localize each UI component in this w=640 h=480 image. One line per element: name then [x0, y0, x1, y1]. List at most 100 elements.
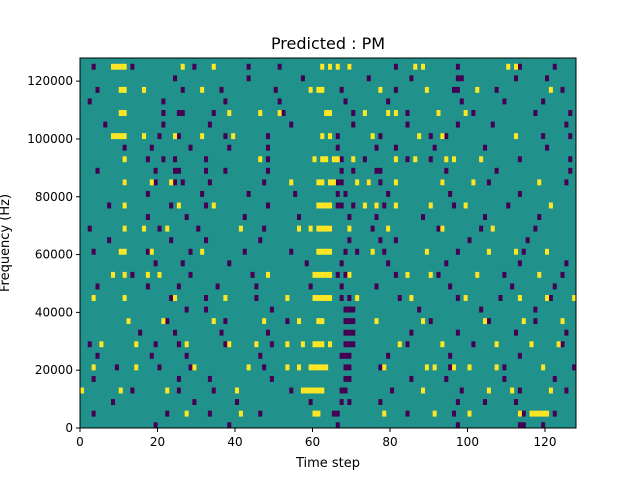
heatmap-cell-high [114, 133, 119, 140]
heatmap-cell-low [374, 283, 379, 290]
heatmap-cell-high [300, 387, 305, 394]
heatmap-cell-low [266, 167, 271, 174]
heatmap-cell-low [339, 167, 344, 174]
heatmap-cell-high [328, 248, 333, 255]
heatmap-cell-high [545, 410, 550, 417]
heatmap-cell-low [517, 260, 522, 267]
heatmap-cell-low [502, 364, 507, 371]
heatmap-cell-low [335, 422, 340, 428]
heatmap-cell-low [390, 387, 395, 394]
heatmap-cell-high [99, 41, 103, 47]
heatmap-cell-low [464, 41, 468, 47]
heatmap-cell-low [428, 156, 433, 163]
heatmap-cell-high [211, 202, 216, 209]
heatmap-cell-low [227, 422, 232, 428]
heatmap-cell-low [339, 387, 344, 394]
heatmap-cell-low [107, 237, 112, 244]
heatmap-cell-low [568, 167, 573, 174]
heatmap-cell-low [107, 41, 111, 47]
heatmap-cell-low [533, 306, 538, 313]
heatmap-cell-low [455, 422, 460, 428]
heatmap-cell-low [211, 110, 216, 116]
heatmap-cell-high [200, 133, 205, 140]
heatmap-cell-high [184, 341, 189, 348]
heatmap-cell-high [118, 248, 123, 255]
heatmap-cell-high [185, 18, 189, 24]
heatmap-cell-low [502, 98, 507, 105]
heatmap-cell-low [157, 364, 162, 371]
heatmap-cell-high [316, 18, 320, 24]
heatmap-cell-low [564, 179, 569, 186]
heatmap-cell-low [444, 167, 449, 174]
heatmap-cell-high [316, 202, 321, 209]
heatmap-cell-high [316, 179, 321, 186]
heatmap-cell-high [96, 41, 100, 47]
heatmap-cell-low [215, 283, 220, 290]
heatmap-cell-low [471, 110, 476, 116]
heatmap-cell-high [444, 41, 448, 47]
heatmap-cell-low [444, 260, 449, 267]
heatmap-cell-high [300, 341, 305, 348]
heatmap-cell-low [444, 375, 449, 382]
heatmap-cell-low [300, 75, 305, 82]
heatmap-cell-low [455, 121, 460, 128]
heatmap-cell-high [328, 202, 333, 209]
heatmap-cell-high [122, 156, 127, 163]
heatmap-cell-low [146, 18, 150, 24]
heatmap-cell-high [297, 318, 302, 325]
heatmap-cell-low [176, 375, 181, 382]
heatmap-cell-high [246, 364, 251, 371]
heatmap-cell-high [331, 179, 336, 186]
heatmap-cell-low [351, 202, 356, 209]
heatmap-cell-high [134, 364, 139, 371]
heatmap-cell-low [242, 248, 247, 255]
heatmap-cell-low [366, 75, 371, 82]
heatmap-cell-low [87, 225, 92, 232]
heatmap-cell-high [561, 41, 565, 47]
x-tick-label: 80 [382, 435, 397, 449]
heatmap-cell-low [158, 29, 162, 35]
heatmap-cell-low [335, 179, 340, 186]
heatmap-cell-low [517, 190, 522, 197]
heatmap-cell-low [211, 387, 216, 394]
heatmap-cell-high [149, 179, 154, 186]
heatmap-cell-low [281, 110, 286, 116]
heatmap-cell-low [258, 237, 263, 244]
heatmap-cell-high [324, 202, 329, 209]
heatmap-cell-low [343, 190, 348, 197]
heatmap-cell-low [393, 86, 398, 93]
heatmap-cell-high [122, 248, 127, 255]
heatmap-cell-low [406, 18, 410, 24]
heatmap-cell-high [157, 271, 162, 278]
heatmap-cell-low [285, 318, 290, 325]
x-tick-label: 40 [227, 435, 242, 449]
x-tick-label: 20 [150, 435, 165, 449]
heatmap-cell-low [448, 352, 453, 359]
heatmap-cell-high [142, 133, 147, 140]
heatmap-cell-low [374, 167, 379, 174]
heatmap-cell-high [374, 202, 379, 209]
heatmap-cell-low [258, 352, 263, 359]
heatmap-cell-high [436, 110, 441, 116]
heatmap-cell-low [421, 214, 426, 221]
heatmap-cell-low [347, 295, 352, 301]
heatmap-cell-high [517, 410, 522, 417]
heatmap-cell-high [537, 271, 542, 278]
heatmap-cell-low [405, 156, 410, 163]
heatmap-cell-low [165, 410, 170, 417]
heatmap-cell-low [525, 237, 530, 244]
heatmap-cell-high [483, 318, 488, 325]
heatmap-cell-high [312, 410, 317, 417]
heatmap-cell-low [145, 190, 150, 197]
heatmap-cell-high [118, 63, 123, 70]
heatmap-cell-low [483, 214, 488, 221]
heatmap-cell-low [254, 295, 259, 301]
heatmap-cell-low [568, 18, 572, 24]
heatmap-cell-high [405, 271, 410, 278]
heatmap-cell-low [149, 144, 154, 151]
heatmap-cell-high [324, 271, 329, 278]
heatmap-cell-low [204, 237, 209, 244]
heatmap-cell-high [526, 18, 530, 24]
heatmap-cell-high [165, 225, 170, 232]
heatmap-cell-low [161, 156, 166, 163]
